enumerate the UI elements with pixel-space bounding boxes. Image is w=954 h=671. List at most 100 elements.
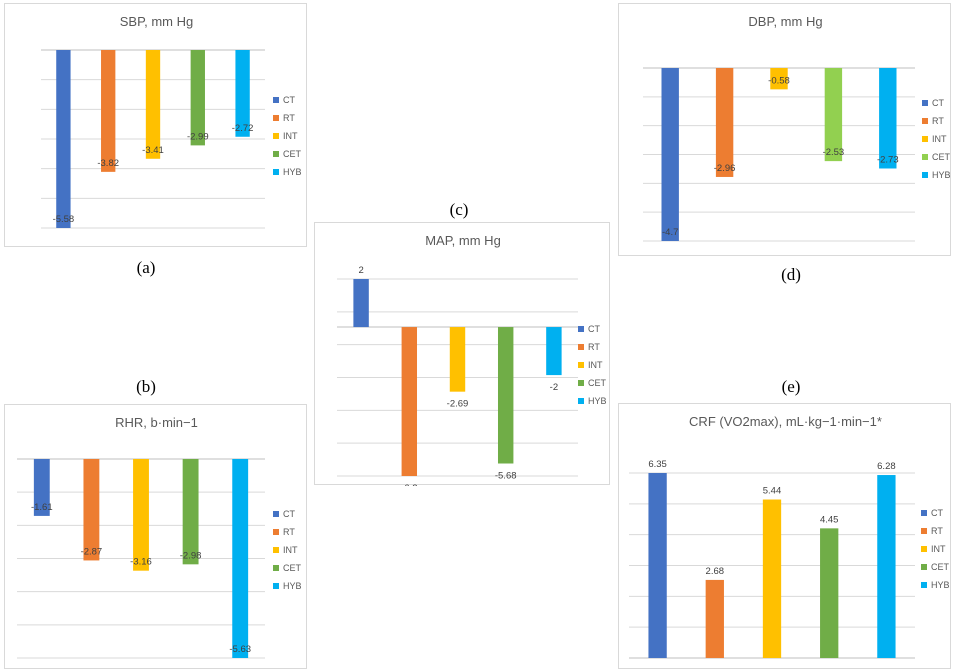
chart-panel-sbp: SBP, mm Hg -5.58 -3.82 -3.41 -2.99 -2.72 CT RT I… xyxy=(4,3,307,247)
legend-label-rt: RT xyxy=(932,116,944,126)
legend-label-ct: CT xyxy=(283,95,295,105)
bar-hyb xyxy=(546,327,562,376)
bar-int xyxy=(770,68,788,90)
legend-swatch-ct xyxy=(578,326,584,332)
data-label-hyb: -2.72 xyxy=(232,123,254,134)
bar-rt xyxy=(83,459,100,561)
legend-label-int: INT xyxy=(283,545,298,555)
legend-label-cet: CET xyxy=(932,152,951,162)
data-label-rt: -6.2 xyxy=(401,483,417,486)
caption-b: (b) xyxy=(136,377,156,396)
data-label-rt: 2.68 xyxy=(706,566,725,577)
legend-swatch-cet xyxy=(273,151,279,157)
bar-rt xyxy=(101,50,116,172)
legend-label-rt: RT xyxy=(931,526,943,536)
data-label-ct: -5.58 xyxy=(53,214,75,225)
legend-swatch-int xyxy=(273,547,279,553)
legend-label-hyb: HYB xyxy=(932,170,951,180)
bar-int xyxy=(133,459,149,571)
bar-hyb xyxy=(879,68,897,169)
legend: CT RT INT CET HYB xyxy=(921,508,950,590)
bar-rt xyxy=(401,327,418,476)
chart-svg-sbp: SBP, mm Hg -5.58 -3.82 -3.41 -2.99 -2.72 CT RT I… xyxy=(41,14,302,229)
data-label-cet: -2.99 xyxy=(187,131,209,142)
bar-hyb xyxy=(232,459,249,658)
legend-swatch-ct xyxy=(273,97,279,103)
legend: CT RT INT CET HYB xyxy=(273,509,302,591)
legend-swatch-rt xyxy=(273,115,279,121)
legend-label-ct: CT xyxy=(588,324,600,334)
bar-rt xyxy=(705,579,724,658)
chart-svg-dbp: DBP, mm Hg -4.7 -2.96 -0.58 -2.53 -2.73 CT RT IN… xyxy=(643,14,951,242)
legend-label-hyb: HYB xyxy=(931,580,950,590)
legend-swatch-hyb xyxy=(922,172,928,178)
legend-label-ct: CT xyxy=(283,509,295,519)
data-label-hyb: -2 xyxy=(550,382,558,393)
legend-swatch-hyb xyxy=(273,583,279,589)
bar-int xyxy=(145,50,161,159)
legend-label-cet: CET xyxy=(283,149,302,159)
legend: CT RT INT CET HYB xyxy=(273,95,302,177)
legend: CT RT INT CET HYB xyxy=(578,324,607,406)
bar-int xyxy=(762,499,782,658)
bar-ct xyxy=(56,50,71,228)
bar-ct xyxy=(353,279,369,328)
bar-cet xyxy=(820,528,839,658)
caption-d: (d) xyxy=(781,265,801,284)
bar-hyb xyxy=(877,475,896,658)
chart-title: MAP, mm Hg xyxy=(425,233,501,248)
data-label-rt: -3.82 xyxy=(97,158,119,169)
legend-swatch-hyb xyxy=(921,582,927,588)
caption-c: (c) xyxy=(449,200,469,219)
chart-panel-map: MAP, mm Hg 2 -6.2 -2.69 -5.68 -2 CT RT INT CET HYB xyxy=(314,222,610,486)
chart-panel-crf: CRF (VO2max), mL·kg−1·min−1* 6.35 2.68 5.44… xyxy=(618,403,951,669)
legend-label-hyb: HYB xyxy=(283,167,302,177)
data-label-ct: 2 xyxy=(358,265,363,276)
data-label-ct: -4.7 xyxy=(662,227,678,238)
chart-svg-rhr: RHR, b·min−1 -1.61 -2.87 -3.16 -2.98 -5.63 CT R… xyxy=(17,415,302,659)
data-label-int: -3.41 xyxy=(142,145,164,156)
bar-cet xyxy=(190,50,205,146)
legend-swatch-rt xyxy=(273,529,279,535)
legend-label-cet: CET xyxy=(588,378,607,388)
legend-swatch-hyb xyxy=(273,169,279,175)
legend-label-int: INT xyxy=(588,360,603,370)
bar-cet xyxy=(497,327,514,464)
bar-hyb xyxy=(235,50,250,137)
bar-ct xyxy=(33,459,50,516)
gridlines xyxy=(643,67,915,242)
legend-swatch-cet xyxy=(273,565,279,571)
legend-swatch-int xyxy=(921,546,927,552)
data-label-ct: -1.61 xyxy=(31,502,53,513)
chart-title: RHR, b·min−1 xyxy=(115,415,198,430)
legend-label-int: INT xyxy=(932,134,947,144)
legend-swatch-cet xyxy=(578,380,584,386)
bar-cet xyxy=(824,68,843,162)
legend-swatch-ct xyxy=(273,511,279,517)
legend-swatch-rt xyxy=(578,344,584,350)
chart-svg-map: MAP, mm Hg 2 -6.2 -2.69 -5.68 -2 CT RT INT CET HYB xyxy=(337,233,607,486)
legend-swatch-int xyxy=(273,133,279,139)
legend-label-rt: RT xyxy=(283,113,295,123)
legend-label-int: INT xyxy=(931,544,946,554)
legend-swatch-int xyxy=(922,136,928,142)
data-label-ct: 6.35 xyxy=(648,459,667,470)
legend-label-cet: CET xyxy=(931,562,950,572)
bar-rt xyxy=(715,68,734,177)
data-label-int: -3.16 xyxy=(130,557,152,568)
legend-swatch-ct xyxy=(922,100,928,106)
chart-title: DBP, mm Hg xyxy=(748,14,822,29)
legend-swatch-cet xyxy=(921,564,927,570)
data-label-rt: -2.96 xyxy=(714,163,736,174)
data-label-int: -2.69 xyxy=(447,399,469,410)
chart-panel-dbp: DBP, mm Hg -4.7 -2.96 -0.58 -2.53 -2.73 CT RT IN… xyxy=(618,3,951,256)
bar-int xyxy=(449,327,466,392)
chart-title: SBP, mm Hg xyxy=(120,14,193,29)
legend-swatch-ct xyxy=(921,510,927,516)
data-label-int: -0.58 xyxy=(768,75,790,86)
legend: CT RT INT CET HYB xyxy=(922,98,951,180)
bar-ct xyxy=(648,473,667,658)
data-label-cet: 4.45 xyxy=(820,514,839,525)
legend-swatch-int xyxy=(578,362,584,368)
legend-label-rt: RT xyxy=(283,527,295,537)
